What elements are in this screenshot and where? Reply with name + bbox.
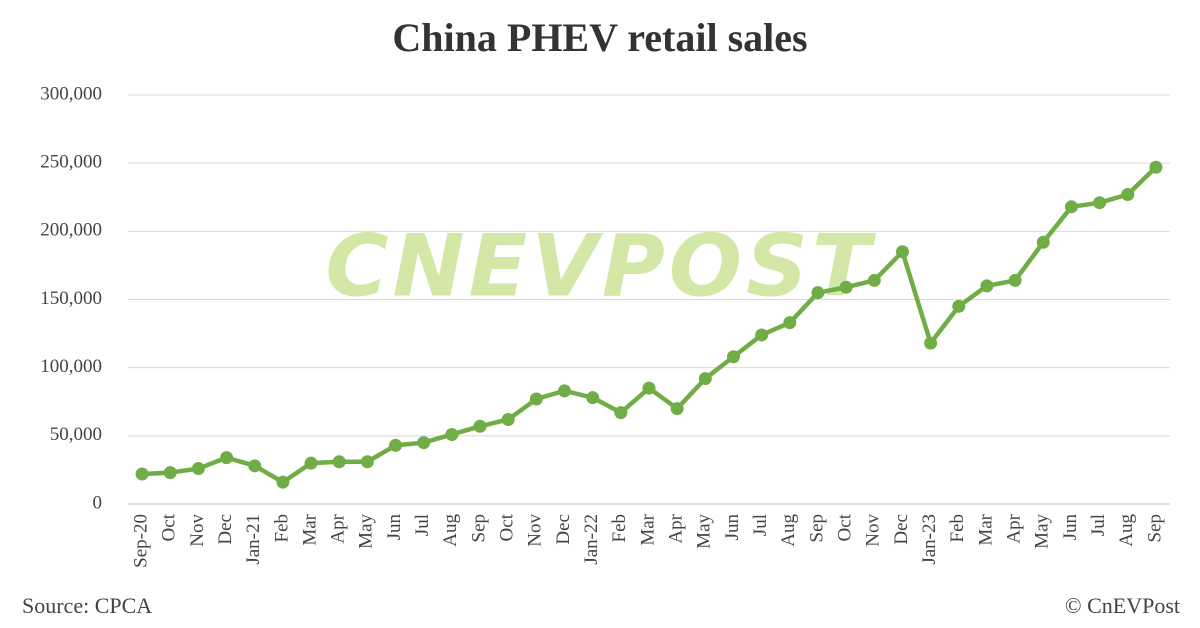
point: [980, 279, 994, 293]
point: [1149, 160, 1163, 174]
point: [755, 328, 769, 342]
credit: © CnEVPost: [1065, 593, 1180, 618]
x-tick-label: Jan-23: [919, 514, 940, 565]
point: [304, 456, 318, 470]
point: [163, 466, 177, 480]
x-tick-label: May: [1032, 514, 1053, 549]
point: [895, 245, 909, 259]
x-tick-label: Mar: [299, 513, 320, 545]
point: [670, 402, 684, 416]
y-tick-label: 150,000: [40, 288, 102, 309]
point: [698, 372, 712, 386]
point: [783, 316, 797, 330]
point: [839, 280, 853, 294]
x-tick-label: Oct: [497, 513, 518, 541]
x-tick-label: Sep: [468, 514, 489, 543]
point: [529, 392, 543, 406]
point: [473, 419, 487, 433]
point: [952, 299, 966, 313]
y-tick-label: 250,000: [40, 152, 102, 173]
point: [445, 427, 459, 441]
x-tick-label: Jul: [750, 514, 771, 536]
point: [924, 336, 938, 350]
x-tick-label: Nov: [863, 514, 884, 547]
point: [360, 455, 374, 469]
x-tick-label: Nov: [525, 514, 546, 547]
x-tick-label: Aug: [778, 514, 799, 547]
point: [276, 475, 290, 489]
point: [248, 459, 262, 473]
x-tick-label: Mar: [975, 513, 996, 545]
source: Source: CPCA: [22, 593, 152, 618]
x-tick-label: May: [356, 514, 377, 549]
x-tick-label: Jun: [722, 514, 743, 541]
x-tick-label: Oct: [834, 513, 855, 541]
x-tick-label: Jun: [384, 514, 405, 541]
x-tick-label: Aug: [440, 514, 461, 547]
point: [220, 451, 234, 465]
line: [141, 165, 1158, 485]
x-tick-label: Sep: [806, 514, 827, 543]
watermark: CNEVPOST: [325, 216, 876, 316]
x-tick-label: Jan-22: [581, 514, 602, 565]
point: [1064, 200, 1078, 214]
point: [726, 350, 740, 364]
point: [417, 436, 431, 450]
x-tick-label: Dec: [891, 514, 912, 545]
y-tick-label: 300,000: [40, 83, 102, 104]
x-tick-label: Dec: [215, 514, 236, 545]
x-tick-label: Jul: [412, 514, 433, 536]
x-tick-label: Mar: [637, 513, 658, 545]
point: [642, 381, 656, 395]
point: [586, 391, 600, 405]
x-tick-label: Nov: [187, 514, 208, 547]
x-tick-label: Jul: [1088, 514, 1109, 536]
y-tick-label: 200,000: [40, 220, 102, 241]
x-tick-label: Feb: [609, 514, 630, 543]
x-tick-label: May: [694, 514, 715, 549]
x-tick-label: Feb: [947, 514, 968, 543]
point: [501, 412, 515, 426]
point: [867, 273, 881, 287]
point: [332, 455, 346, 469]
chart-title: China PHEV retail sales: [392, 15, 807, 60]
x-tick-label: Apr: [666, 513, 687, 543]
y-tick-label: 50,000: [50, 424, 102, 445]
point: [135, 467, 149, 481]
point: [1121, 188, 1135, 202]
point: [558, 384, 572, 398]
x-tick-label: Aug: [1116, 514, 1137, 547]
point: [614, 406, 628, 420]
point: [1093, 196, 1107, 210]
x-tick-label: Sep-20: [130, 514, 151, 568]
x-tick-label: Jan-21: [243, 514, 264, 565]
point: [191, 462, 205, 476]
x-tick-label: Sep: [1144, 514, 1165, 543]
x-tick-label: Feb: [271, 514, 292, 543]
point: [1036, 235, 1050, 249]
x-tick-label: Apr: [328, 513, 349, 543]
point: [389, 438, 403, 452]
y-tick-label: 0: [93, 492, 103, 513]
point: [811, 286, 825, 300]
point: [1008, 273, 1022, 287]
y-tick-label: 100,000: [40, 356, 102, 377]
x-tick-label: Jun: [1060, 514, 1081, 541]
x-tick-label: Dec: [553, 514, 574, 545]
x-tick-label: Oct: [159, 513, 180, 541]
x-tick-label: Apr: [1003, 513, 1024, 543]
